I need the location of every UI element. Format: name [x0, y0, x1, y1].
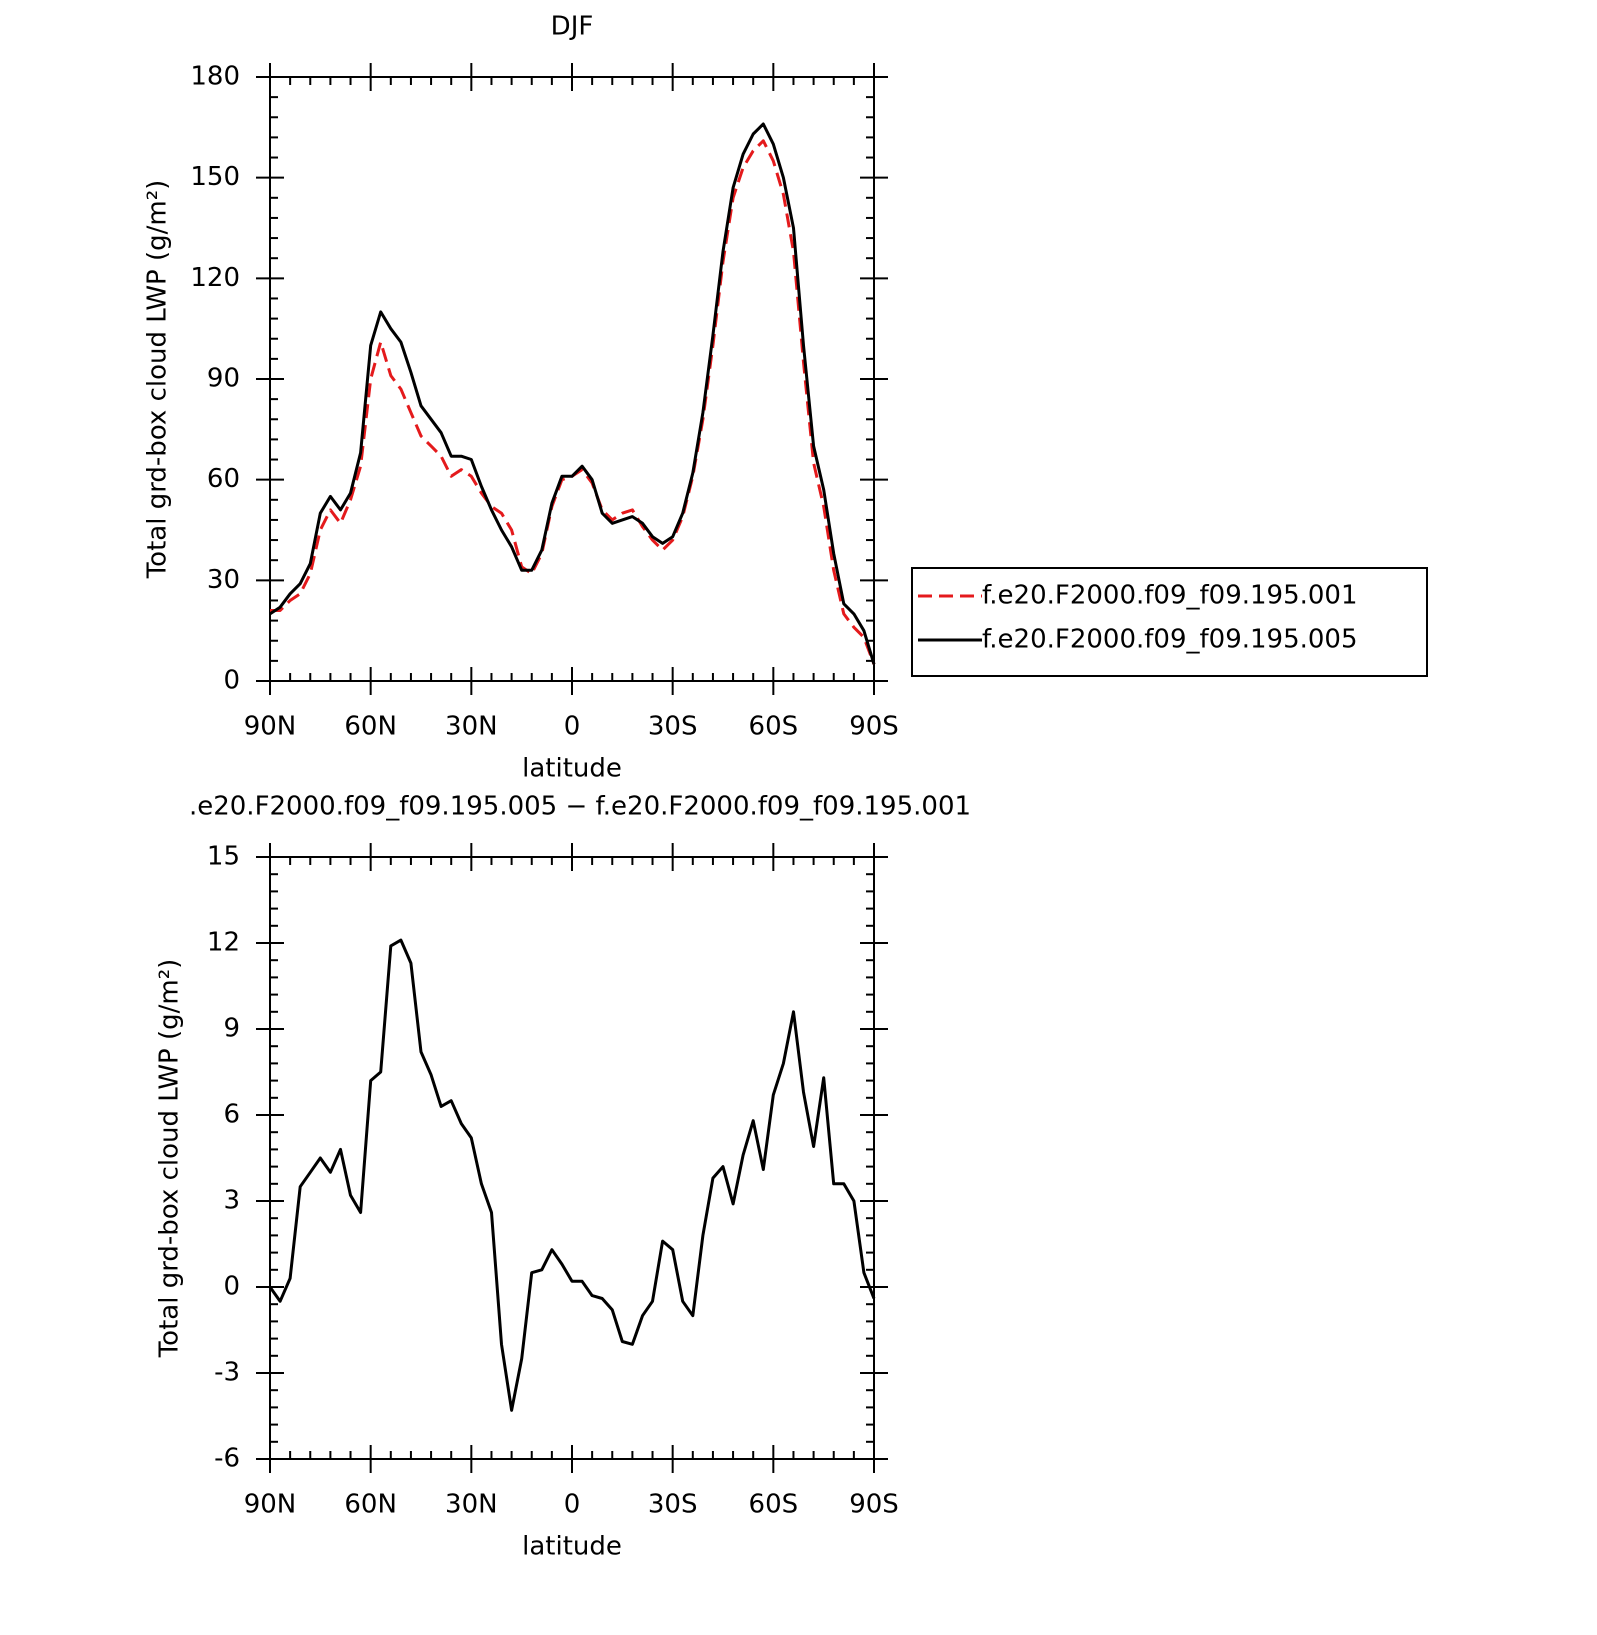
x-tick-label: 0 [564, 1490, 581, 1520]
x-tick-label: 90S [849, 712, 899, 742]
y-tick-label: 3 [223, 1186, 240, 1216]
y-axis-label: Total grd-box cloud LWP (g/m²) [155, 959, 185, 1359]
x-tick-label: 30N [445, 1490, 498, 1520]
data-line [268, 938, 876, 1412]
y-axis-label: Total grd-box cloud LWP (g/m²) [143, 180, 173, 580]
x-tick-label: 60S [749, 1490, 799, 1520]
y-tick-label: 180 [190, 62, 240, 92]
chart-title: .e20.F2000.f09_f09.195.005 − f.e20.F2000… [189, 792, 971, 822]
x-axis-label: latitude [522, 754, 622, 784]
y-tick-label: 30 [207, 565, 240, 595]
x-axis-label: latitude [522, 1532, 622, 1562]
legend-box [911, 567, 1428, 677]
y-tick-label: -6 [214, 1444, 240, 1474]
x-tick-label: 60N [344, 1490, 397, 1520]
y-tick-label: 15 [207, 842, 240, 872]
y-tick-label: 90 [207, 364, 240, 394]
x-tick-label: 60N [344, 712, 397, 742]
legend-label: f.e20.F2000.f09_f09.195.005 [982, 625, 1358, 655]
x-tick-label: 90N [244, 712, 297, 742]
x-tick-label: 90N [244, 1490, 297, 1520]
x-tick-label: 30S [648, 1490, 698, 1520]
plot-frame [269, 76, 875, 682]
data-line [270, 139, 876, 665]
y-tick-label: 150 [190, 162, 240, 192]
y-tick-label: 0 [223, 666, 240, 696]
y-tick-label: 0 [223, 1272, 240, 1302]
x-tick-label: 90S [849, 1490, 899, 1520]
legend-label: f.e20.F2000.f09_f09.195.001 [982, 581, 1358, 611]
y-tick-label: 60 [207, 464, 240, 494]
x-tick-label: 0 [564, 712, 581, 742]
y-tick-label: 12 [207, 928, 240, 958]
x-tick-label: 60S [749, 712, 799, 742]
data-line [269, 122, 876, 665]
y-tick-label: -3 [214, 1358, 240, 1388]
x-tick-label: 30N [445, 712, 498, 742]
y-tick-label: 9 [223, 1014, 240, 1044]
chart-title: DJF [551, 12, 594, 42]
x-tick-label: 30S [648, 712, 698, 742]
y-tick-label: 120 [190, 263, 240, 293]
plot-frame [269, 856, 875, 1460]
y-tick-label: 6 [223, 1100, 240, 1130]
